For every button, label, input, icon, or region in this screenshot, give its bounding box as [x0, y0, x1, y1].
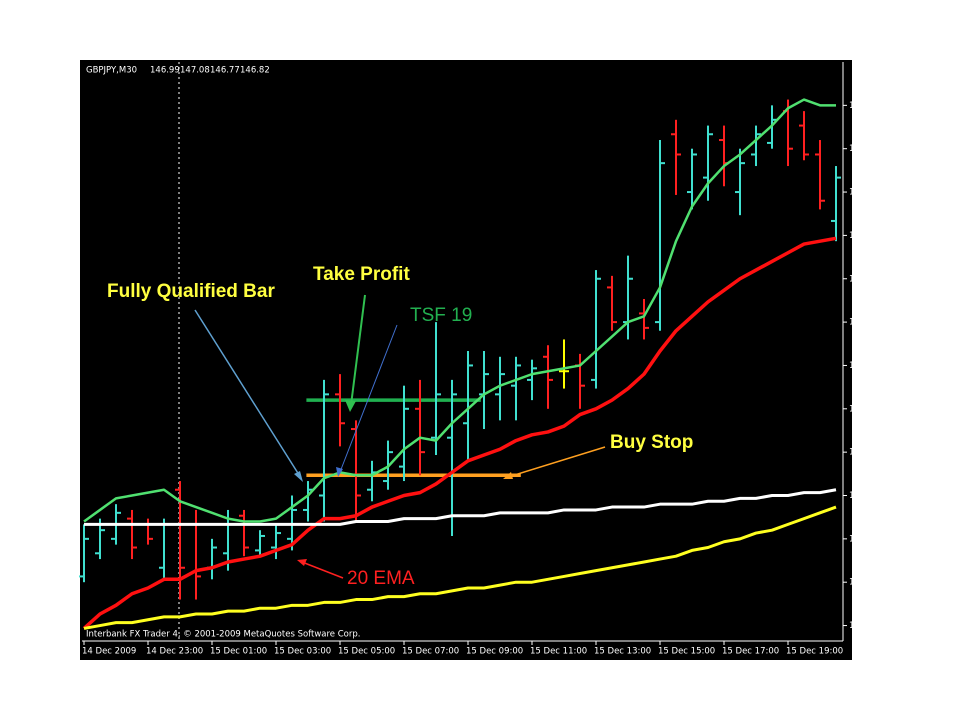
indicator-line — [82, 236, 837, 630]
arrow-head — [503, 472, 513, 479]
chart-header: GBPJPY,M30 146.99 147.08 146.77 146.82 — [86, 66, 270, 76]
y-tick-label: 144.25 — [849, 621, 879, 631]
y-tick-label: 144.85 — [849, 448, 879, 458]
y-tick-label: 145.60 — [849, 231, 879, 241]
header-open: 146.99 — [150, 66, 180, 76]
arrow — [350, 294, 366, 406]
arrow-head — [336, 467, 343, 477]
annotation: Buy Stop — [610, 432, 693, 453]
arrow — [339, 324, 398, 473]
annotation-arrows — [194, 294, 606, 579]
header-low: 146.77 — [210, 66, 240, 76]
indicator-line — [83, 98, 836, 523]
y-tick-label: 145.00 — [849, 404, 879, 414]
y-tick-label: 145.15 — [849, 361, 879, 371]
y-tick-label: 145.30 — [849, 318, 879, 328]
x-tick-label: 15 Dec 01:00 — [210, 647, 267, 657]
annotation: 20 EMA — [347, 568, 415, 589]
arrow — [194, 309, 302, 479]
indicator-line — [83, 505, 837, 630]
x-tick-label: 14 Dec 23:00 — [146, 647, 203, 657]
x-tick-label: 15 Dec 11:00 — [530, 647, 587, 657]
x-tick-label: 15 Dec 05:00 — [338, 647, 395, 657]
x-tick-label: 14 Dec 2009 — [82, 647, 136, 657]
x-tick-label: 15 Dec 19:00 — [786, 647, 843, 657]
header-close: 146.82 — [240, 66, 270, 76]
arrow-head — [297, 559, 307, 566]
x-tick-label: 15 Dec 13:00 — [594, 647, 651, 657]
indicator-line — [84, 488, 837, 526]
annotation: TSF 19 — [410, 305, 472, 326]
x-tick-label: 15 Dec 07:00 — [402, 647, 459, 657]
x-tick-label: 15 Dec 17:00 — [722, 647, 779, 657]
y-tick-label: 144.55 — [849, 534, 879, 544]
y-tick-label: 145.75 — [849, 188, 879, 198]
y-tick-label: 144.40 — [849, 578, 879, 588]
symbol: GBPJPY,M30 — [86, 66, 137, 76]
y-tick-label: 145.45 — [849, 274, 879, 284]
arrow-head — [345, 400, 356, 412]
y-tick-label: 146.05 — [849, 101, 879, 111]
x-tick-label: 15 Dec 15:00 — [658, 647, 715, 657]
arrow — [507, 446, 606, 478]
y-tick-label: 144.70 — [849, 491, 879, 501]
arrow — [301, 561, 344, 579]
annotation: Fully Qualified Bar — [107, 281, 275, 302]
annotation: Take Profit — [313, 264, 410, 285]
x-tick-label: 15 Dec 09:00 — [466, 647, 523, 657]
y-tick-label: 145.90 — [849, 144, 879, 154]
header-high: 147.08 — [180, 66, 210, 76]
arrow-head — [294, 471, 303, 482]
x-tick-label: 15 Dec 03:00 — [274, 647, 331, 657]
footer: Interbank FX Trader 4, © 2001-2009 MetaQ… — [86, 630, 360, 640]
